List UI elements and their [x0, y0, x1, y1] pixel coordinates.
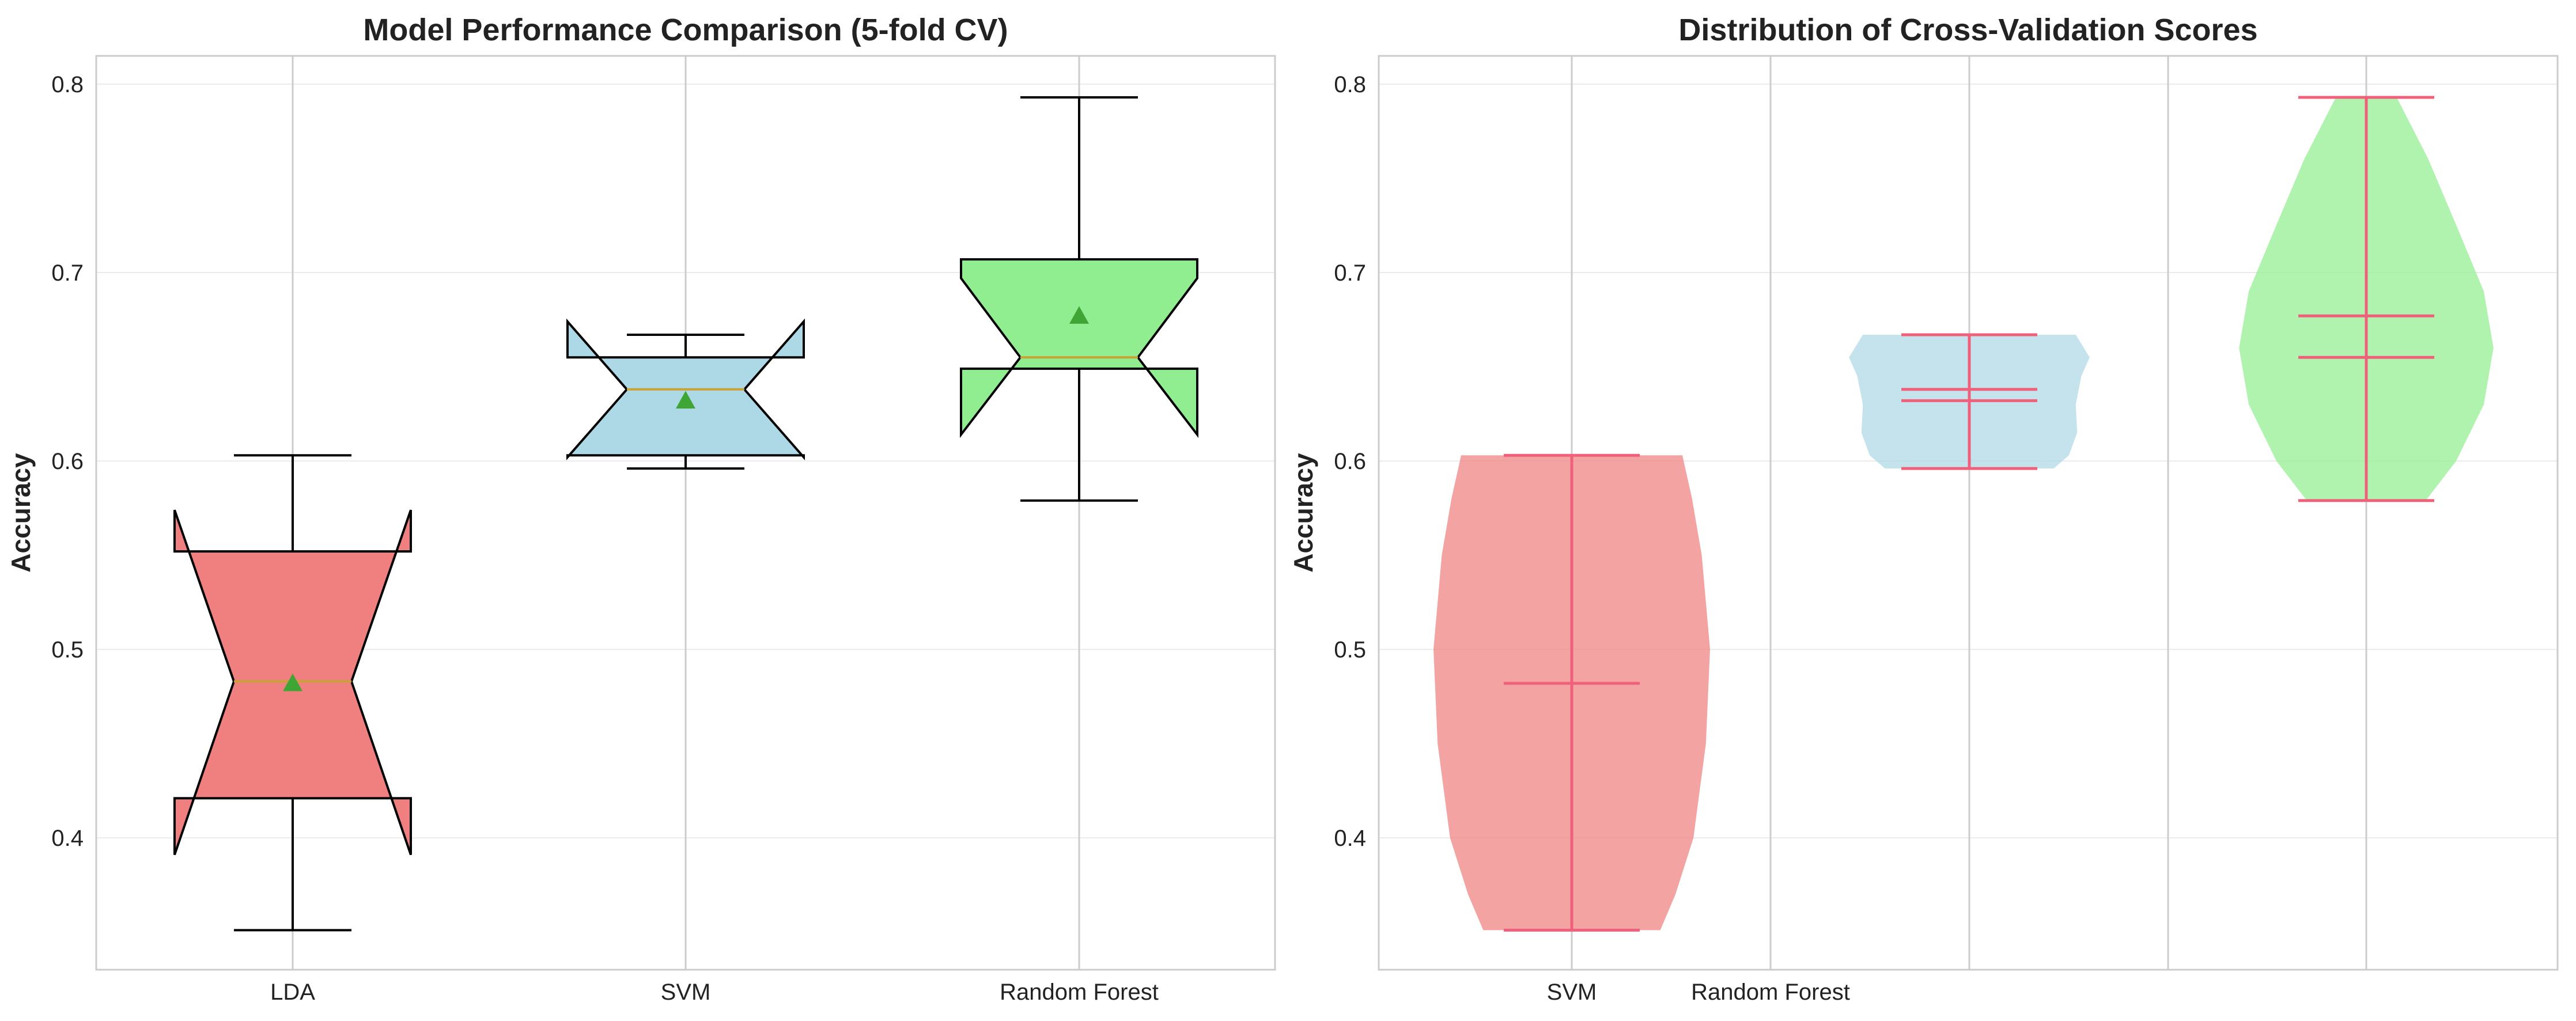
- chart-title: Distribution of Cross-Validation Scores: [1678, 13, 2257, 47]
- y-tick-labels: 0.4 0.5 0.6 0.7 0.8: [1334, 72, 1366, 851]
- x-tick-label: LDA: [270, 980, 315, 1005]
- mean-marker: [283, 673, 302, 691]
- plot-area-frame: [95, 55, 1276, 971]
- y-tick-label: 0.5: [1334, 637, 1366, 663]
- box-plot-marks: [173, 96, 1198, 932]
- x-tick-labels: LDA SVM Random Forest: [270, 980, 1159, 1005]
- x-tick-label: Random Forest: [1691, 980, 1850, 1005]
- x-tick-label: SVM: [1547, 980, 1597, 1005]
- y-tick-label: 0.4: [51, 826, 84, 851]
- violin-plot-marks: [1433, 96, 2494, 932]
- y-tick-label: 0.8: [1334, 72, 1366, 97]
- y-axis-label: Accuracy: [6, 453, 36, 573]
- violin-1: [1849, 333, 2090, 470]
- y-axis-label: Accuracy: [1288, 453, 1318, 573]
- y-tick-label: 0.7: [1334, 260, 1366, 286]
- violin-2: [2239, 96, 2494, 502]
- box-2: [960, 96, 1198, 502]
- x-tick-label: Random Forest: [1000, 980, 1159, 1005]
- violin-plot-panel: 0.4 0.5 0.6 0.7 0.8 SVM Random Forest Distrib…: [1288, 13, 2559, 1005]
- y-tick-label: 0.7: [51, 260, 84, 286]
- violin-0: [1433, 453, 1710, 932]
- chart-title: Model Performance Comparison (5-fold CV): [363, 13, 1008, 47]
- box-plot-panel: 0.4 0.5 0.6 0.7 0.8 LDA SVM Random Forest Mode…: [6, 13, 1276, 1005]
- y-tick-label: 0.6: [1334, 449, 1366, 474]
- box-0: [173, 454, 412, 932]
- plot-area-frame: [1378, 55, 2559, 971]
- x-tick-labels: SVM Random Forest: [1547, 980, 1850, 1005]
- y-tick-label: 0.8: [51, 72, 84, 97]
- mean-marker: [1069, 306, 1089, 324]
- notched-box: [960, 258, 1198, 438]
- grid: [96, 56, 1275, 970]
- y-tick-label: 0.4: [1334, 826, 1366, 851]
- y-tick-label: 0.5: [51, 637, 84, 663]
- y-tick-labels: 0.4 0.5 0.6 0.7 0.8: [51, 72, 84, 851]
- y-tick-label: 0.6: [51, 449, 84, 474]
- box-1: [566, 318, 805, 470]
- mean-marker: [676, 391, 695, 409]
- x-tick-label: SVM: [661, 980, 711, 1005]
